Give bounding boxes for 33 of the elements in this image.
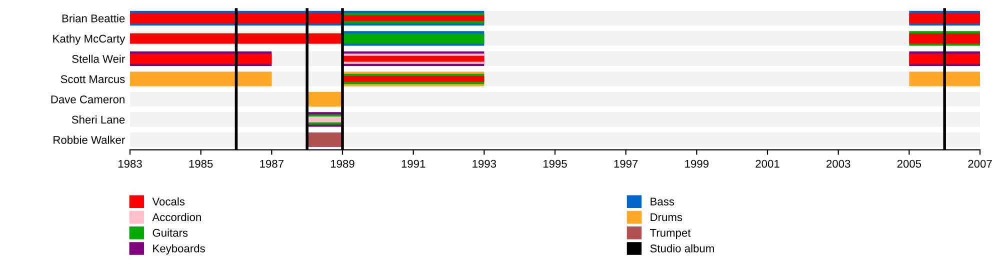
legend-label: Keyboards <box>153 244 205 255</box>
bar <box>909 72 980 86</box>
x-tick-label: 1989 <box>330 160 354 168</box>
bar <box>130 13 342 24</box>
y-tick-label: Stella Weir <box>72 54 125 63</box>
y-tick-label: Kathy McCarty <box>53 34 126 45</box>
legend-label: Guitars <box>152 228 188 237</box>
y-tick-label: Sheri Lane <box>72 115 125 124</box>
x-tick-label: 2003 <box>826 160 850 168</box>
x-tick-label: 1985 <box>189 160 213 168</box>
x-tick-label: 1999 <box>685 160 708 168</box>
legend-label: Trumpet <box>650 229 691 239</box>
bar <box>307 132 342 148</box>
legend-label: Vocals <box>152 197 185 206</box>
x-tick-label: 1983 <box>118 160 142 168</box>
y-tick-label: Scott Marcus <box>60 75 125 84</box>
x-tick-label: 1991 <box>402 160 426 168</box>
x-tick-label: 2005 <box>897 160 922 168</box>
legend-label: Bass <box>650 198 674 206</box>
y-tick-label: Robbie Walker <box>54 136 125 144</box>
legend-label: Accordion <box>152 212 201 222</box>
y-tick-label: Brian Beattie <box>62 14 125 22</box>
bar <box>130 72 272 86</box>
legend-label: Studio album <box>650 244 714 252</box>
legend-label: Drums <box>650 213 682 222</box>
y-tick-label: Dave Cameron <box>51 95 124 104</box>
x-tick-label: 2007 <box>968 160 992 168</box>
x-tick-label: 1997 <box>614 160 638 168</box>
x-tick-label: 1995 <box>543 160 567 168</box>
x-tick-label: 2001 <box>756 160 780 168</box>
x-tick-label: 1993 <box>472 160 496 168</box>
bar <box>130 33 342 44</box>
x-tick-label: 1987 <box>260 160 284 168</box>
